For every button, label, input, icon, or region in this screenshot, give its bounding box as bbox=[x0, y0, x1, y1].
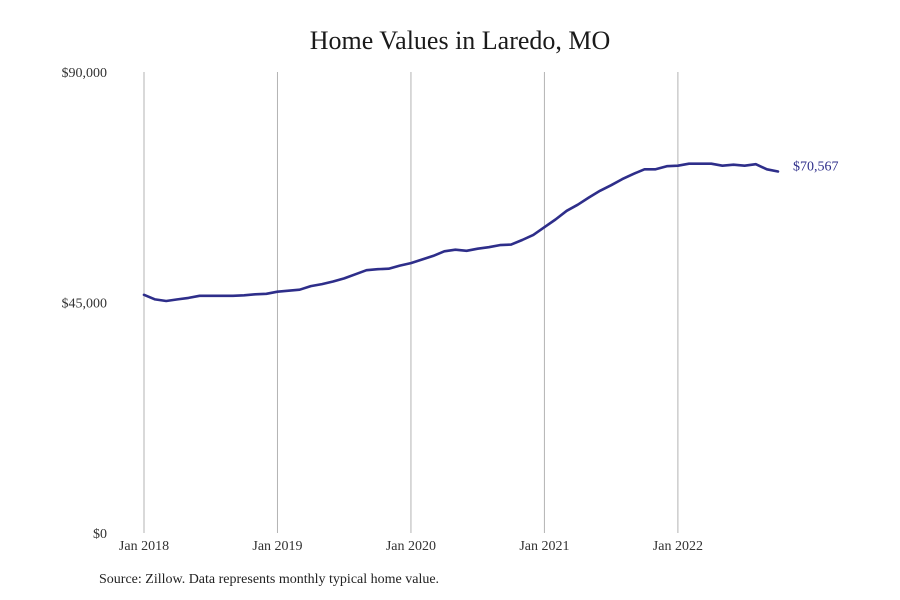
line-chart: $0 $45,000 $90,000 Jan 2018 Jan 2019 Jan 202… bbox=[62, 66, 839, 554]
x-tick-label: Jan 2021 bbox=[519, 539, 569, 554]
x-tick-label: Jan 2020 bbox=[386, 539, 436, 554]
x-axis: Jan 2018 Jan 2019 Jan 2020 Jan 2021 Jan 2022 bbox=[119, 539, 703, 554]
grid-layer bbox=[143, 72, 679, 533]
end-value-label: $70,567 bbox=[793, 160, 839, 175]
series-layer: $70,567 bbox=[142, 160, 839, 303]
y-tick-label: $45,000 bbox=[62, 297, 108, 312]
y-tick-label: $90,000 bbox=[62, 66, 108, 81]
x-tick-label: Jan 2019 bbox=[252, 539, 302, 554]
series-line bbox=[142, 162, 780, 303]
x-tick-label: Jan 2022 bbox=[653, 539, 703, 554]
x-tick-label: Jan 2018 bbox=[119, 539, 169, 554]
source-note: Source: Zillow. Data represents monthly … bbox=[99, 572, 440, 587]
y-tick-label: $0 bbox=[93, 527, 107, 542]
chart-title: Home Values in Laredo, MO bbox=[309, 26, 611, 55]
y-axis: $0 $45,000 $90,000 bbox=[62, 66, 108, 542]
